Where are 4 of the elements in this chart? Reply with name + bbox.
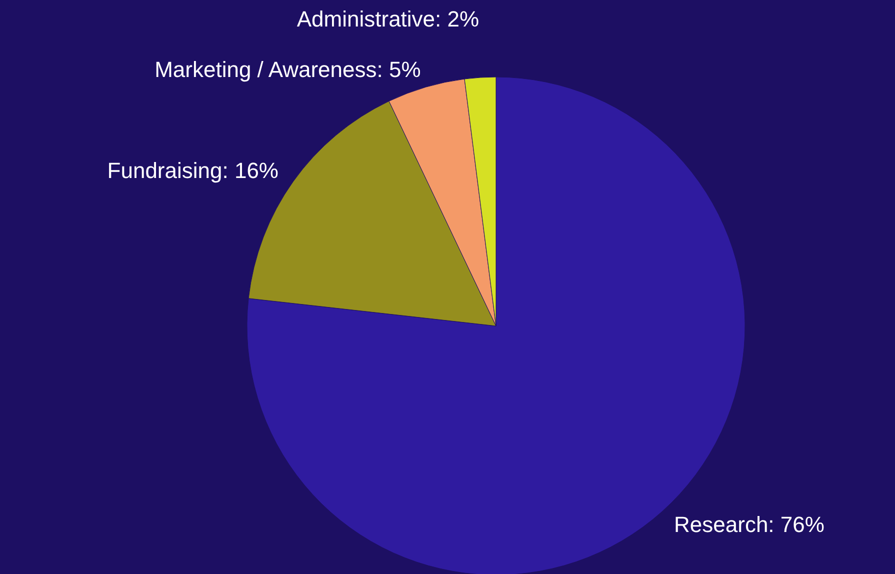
slice-label: Research: 76% [674,512,824,537]
slice-label: Marketing / Awareness: 5% [154,56,421,82]
slice-label: Administrative: 2% [296,6,480,32]
slice-label: Fundraising: 16% [107,158,279,184]
